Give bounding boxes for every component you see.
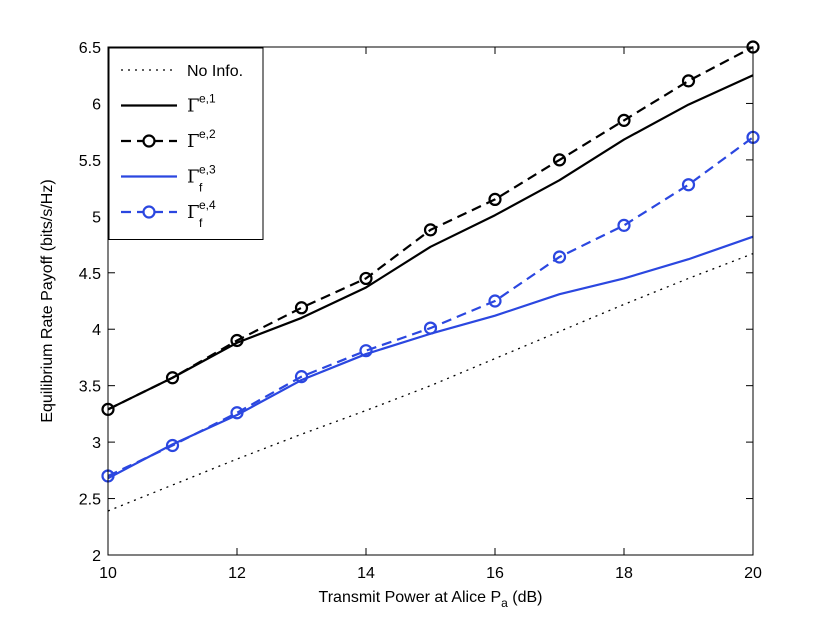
data-point <box>681 74 696 88</box>
legend-label-superscript: e,1 <box>199 92 216 106</box>
x-axis-title: Transmit Power at Alice Pa (dB) <box>319 589 543 610</box>
data-point <box>165 371 180 385</box>
y-tick-label: 3 <box>92 435 101 452</box>
series-line <box>107 46 754 411</box>
x-tick-label: 14 <box>357 565 375 582</box>
data-point <box>423 223 438 237</box>
legend-label: Γe,4 f <box>187 198 216 230</box>
y-tick-label: 4 <box>92 322 101 339</box>
data-point <box>423 321 438 335</box>
data-point <box>488 192 502 206</box>
y-tick-label: 5.5 <box>79 153 101 170</box>
x-tick-label: 10 <box>99 565 117 582</box>
x-axis-title-subscript: a <box>501 596 508 610</box>
data-point <box>488 294 502 308</box>
legend-label: Γe,1 <box>187 92 216 117</box>
x-tick-label: 18 <box>615 565 633 582</box>
legend-label-symbol: Γ <box>187 202 200 223</box>
series-line <box>107 74 754 411</box>
legend-item: Γe,3 f <box>121 163 216 195</box>
x-tick-label: 12 <box>228 565 246 582</box>
data-point <box>617 113 631 127</box>
y-axis-title: Equilibrium Rate Payoff (bits/s/Hz) <box>39 179 56 422</box>
legend-label-subscript: f <box>199 216 203 230</box>
series-line <box>107 136 754 477</box>
y-tick-label: 2 <box>92 548 101 565</box>
legend-label-superscript: e,2 <box>199 127 216 141</box>
legend-label: No Info. <box>187 63 243 80</box>
legend-label-superscript: e,3 <box>199 163 216 177</box>
data-point <box>230 333 244 348</box>
legend-label-superscript: e,4 <box>199 198 216 212</box>
legend-item: Γe,4 f <box>121 198 216 230</box>
legend-marker <box>142 134 156 148</box>
data-point <box>165 438 180 453</box>
legend-label: Γe,2 <box>187 127 216 152</box>
legend-label-text: No Info. <box>187 63 243 80</box>
x-tick-label: 16 <box>486 565 504 582</box>
legend-marker <box>142 205 156 219</box>
legend-box <box>108 47 264 240</box>
axes-box <box>107 46 754 556</box>
legend: No Info.Γe,1Γe,2Γe,3 fΓe,4 f <box>108 47 264 240</box>
x-tick-label: 20 <box>744 565 762 582</box>
data-point <box>359 344 373 358</box>
y-tick-label: 6.5 <box>79 40 101 57</box>
data-point <box>681 178 696 192</box>
data-point <box>294 370 309 384</box>
y-tick-label: 2.5 <box>79 492 101 509</box>
y-tick-label: 4.5 <box>79 266 101 283</box>
series-2 <box>107 74 754 411</box>
legend-label-symbol: Γ <box>187 167 200 188</box>
data-point <box>294 301 309 315</box>
legend-label-symbol: Γ <box>187 96 200 117</box>
legend-label: Γe,3 f <box>187 163 216 195</box>
y-tick-label: 3.5 <box>79 379 101 396</box>
data-point <box>552 250 567 264</box>
data-point <box>230 406 244 420</box>
legend-item: Γe,1 <box>121 92 216 117</box>
data-point <box>359 271 373 286</box>
legend-item: Γe,2 <box>121 127 216 152</box>
legend-label-subscript: f <box>199 181 203 195</box>
y-tick-label: 5 <box>92 209 101 226</box>
legend-item: No Info. <box>121 63 243 80</box>
y-tick-label: 6 <box>92 96 101 113</box>
data-point <box>552 153 567 167</box>
x-axis-title-tail: (dB) <box>508 589 543 606</box>
x-axis-title-main: Transmit Power at Alice P <box>319 589 502 606</box>
legend-label-symbol: Γ <box>187 131 200 152</box>
data-point <box>617 218 631 232</box>
